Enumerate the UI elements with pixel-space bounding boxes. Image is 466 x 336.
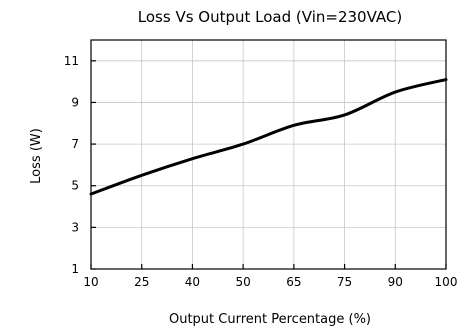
x-tick-label: 25	[134, 275, 149, 289]
y-tick-label: 11	[64, 54, 79, 68]
y-tick-label: 3	[71, 220, 79, 234]
series-line	[89, 78, 448, 196]
chart-title: Loss Vs Output Load (Vin=230VAC)	[138, 8, 402, 26]
x-tick-label: 90	[388, 275, 403, 289]
x-tick-label: 100	[435, 275, 458, 289]
y-tick-label: 1	[71, 262, 79, 276]
x-tick-label: 40	[185, 275, 200, 289]
y-tick-label: 7	[71, 137, 79, 151]
y-axis-label: Loss (W)	[29, 128, 44, 184]
axis-ticks: 10 25 40 50 65 75 90 100 1 3 5 7 9 11	[64, 54, 458, 289]
x-tick-label: 10	[83, 275, 98, 289]
grid	[90, 40, 447, 270]
x-tick-label: 75	[337, 275, 352, 289]
x-tick-label: 50	[236, 275, 251, 289]
plot-frame	[90, 39, 447, 270]
series	[89, 78, 448, 196]
x-axis-label: Output Current Percentage (%)	[169, 312, 371, 327]
x-tick-label: 65	[286, 275, 301, 289]
y-tick-label: 5	[71, 179, 79, 193]
y-tick-label: 9	[71, 95, 79, 109]
